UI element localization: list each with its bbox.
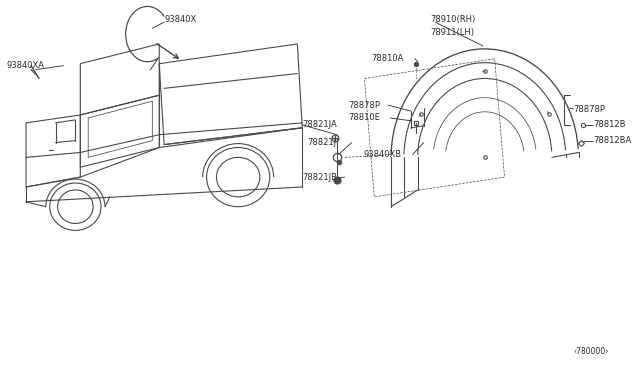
Text: 93840XA: 93840XA	[6, 61, 44, 70]
Text: 78810A: 78810A	[371, 54, 404, 63]
Text: 78812BA: 78812BA	[593, 136, 632, 145]
Text: 78821J: 78821J	[307, 138, 337, 147]
Text: 78821JA: 78821JA	[302, 120, 337, 129]
Text: 93840XB: 93840XB	[364, 150, 401, 159]
Text: 78810E: 78810E	[349, 113, 381, 122]
Text: 78878P: 78878P	[573, 105, 605, 113]
Text: 78812B: 78812B	[593, 120, 626, 129]
Text: 78821JB: 78821JB	[302, 173, 337, 182]
Text: 78910(RH): 78910(RH)	[431, 15, 476, 24]
Text: 78911(LH): 78911(LH)	[431, 28, 474, 36]
Text: 93840X: 93840X	[164, 15, 196, 24]
Text: 78878P: 78878P	[349, 100, 381, 110]
Text: ‹780000›: ‹780000›	[573, 347, 609, 356]
